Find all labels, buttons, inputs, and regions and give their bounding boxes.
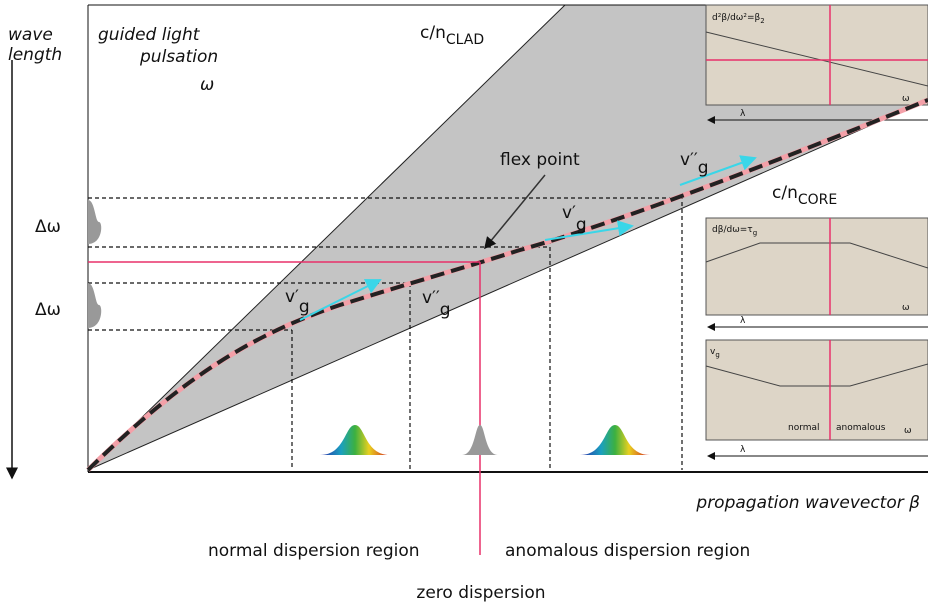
axis-label: length	[8, 45, 62, 65]
diagram: wave length guided light pulsation ω c/n…	[0, 0, 928, 606]
inset-3	[706, 340, 928, 456]
t: v′	[285, 287, 299, 307]
t: v′′	[422, 288, 440, 308]
t: c/n	[420, 23, 446, 43]
t: g	[698, 158, 709, 178]
inset-x: ω	[902, 94, 910, 104]
pulse	[88, 283, 101, 328]
region-label: anomalous dispersion region	[505, 541, 750, 561]
region-label: zero dispersion	[416, 583, 545, 603]
delta-omega: Δω	[35, 300, 61, 320]
t: d²β/dω²=β	[712, 13, 760, 23]
t: c/n	[772, 183, 798, 203]
axis-label: propagation wavevector β	[695, 493, 920, 513]
axis-label: wave	[8, 25, 53, 45]
t: g	[753, 229, 757, 237]
inset-x: ω	[902, 303, 910, 313]
inset-x: ω	[904, 426, 912, 436]
clad-label: c/nCLAD	[420, 23, 484, 48]
inset-arrow-label: λ	[740, 109, 746, 119]
t: g	[576, 215, 587, 235]
pulse-rainbow	[580, 425, 650, 455]
inset-arrow-label: λ	[740, 316, 746, 326]
inset-region: normal	[788, 423, 820, 433]
delta-omega: Δω	[35, 217, 61, 237]
t: g	[440, 300, 451, 320]
t: g	[299, 297, 310, 317]
t: v′	[562, 203, 576, 223]
t: 2	[760, 17, 764, 25]
inset-arrow-label: λ	[740, 445, 746, 455]
region-label: normal dispersion region	[208, 541, 420, 561]
t: CLAD	[446, 32, 484, 48]
t: v′′	[680, 150, 698, 170]
pulse-rainbow	[320, 425, 390, 455]
t: CORE	[798, 192, 837, 208]
t: g	[715, 351, 719, 359]
pulse	[88, 200, 101, 244]
flex-label: flex point	[500, 150, 580, 170]
label: guided light	[98, 25, 201, 45]
inset-region: anomalous	[836, 423, 886, 433]
label: pulsation	[139, 47, 218, 67]
label: ω	[200, 75, 214, 95]
pulse-gray	[462, 425, 498, 455]
t: dβ/dω=τ	[712, 225, 753, 235]
core-label: c/nCORE	[772, 183, 837, 208]
